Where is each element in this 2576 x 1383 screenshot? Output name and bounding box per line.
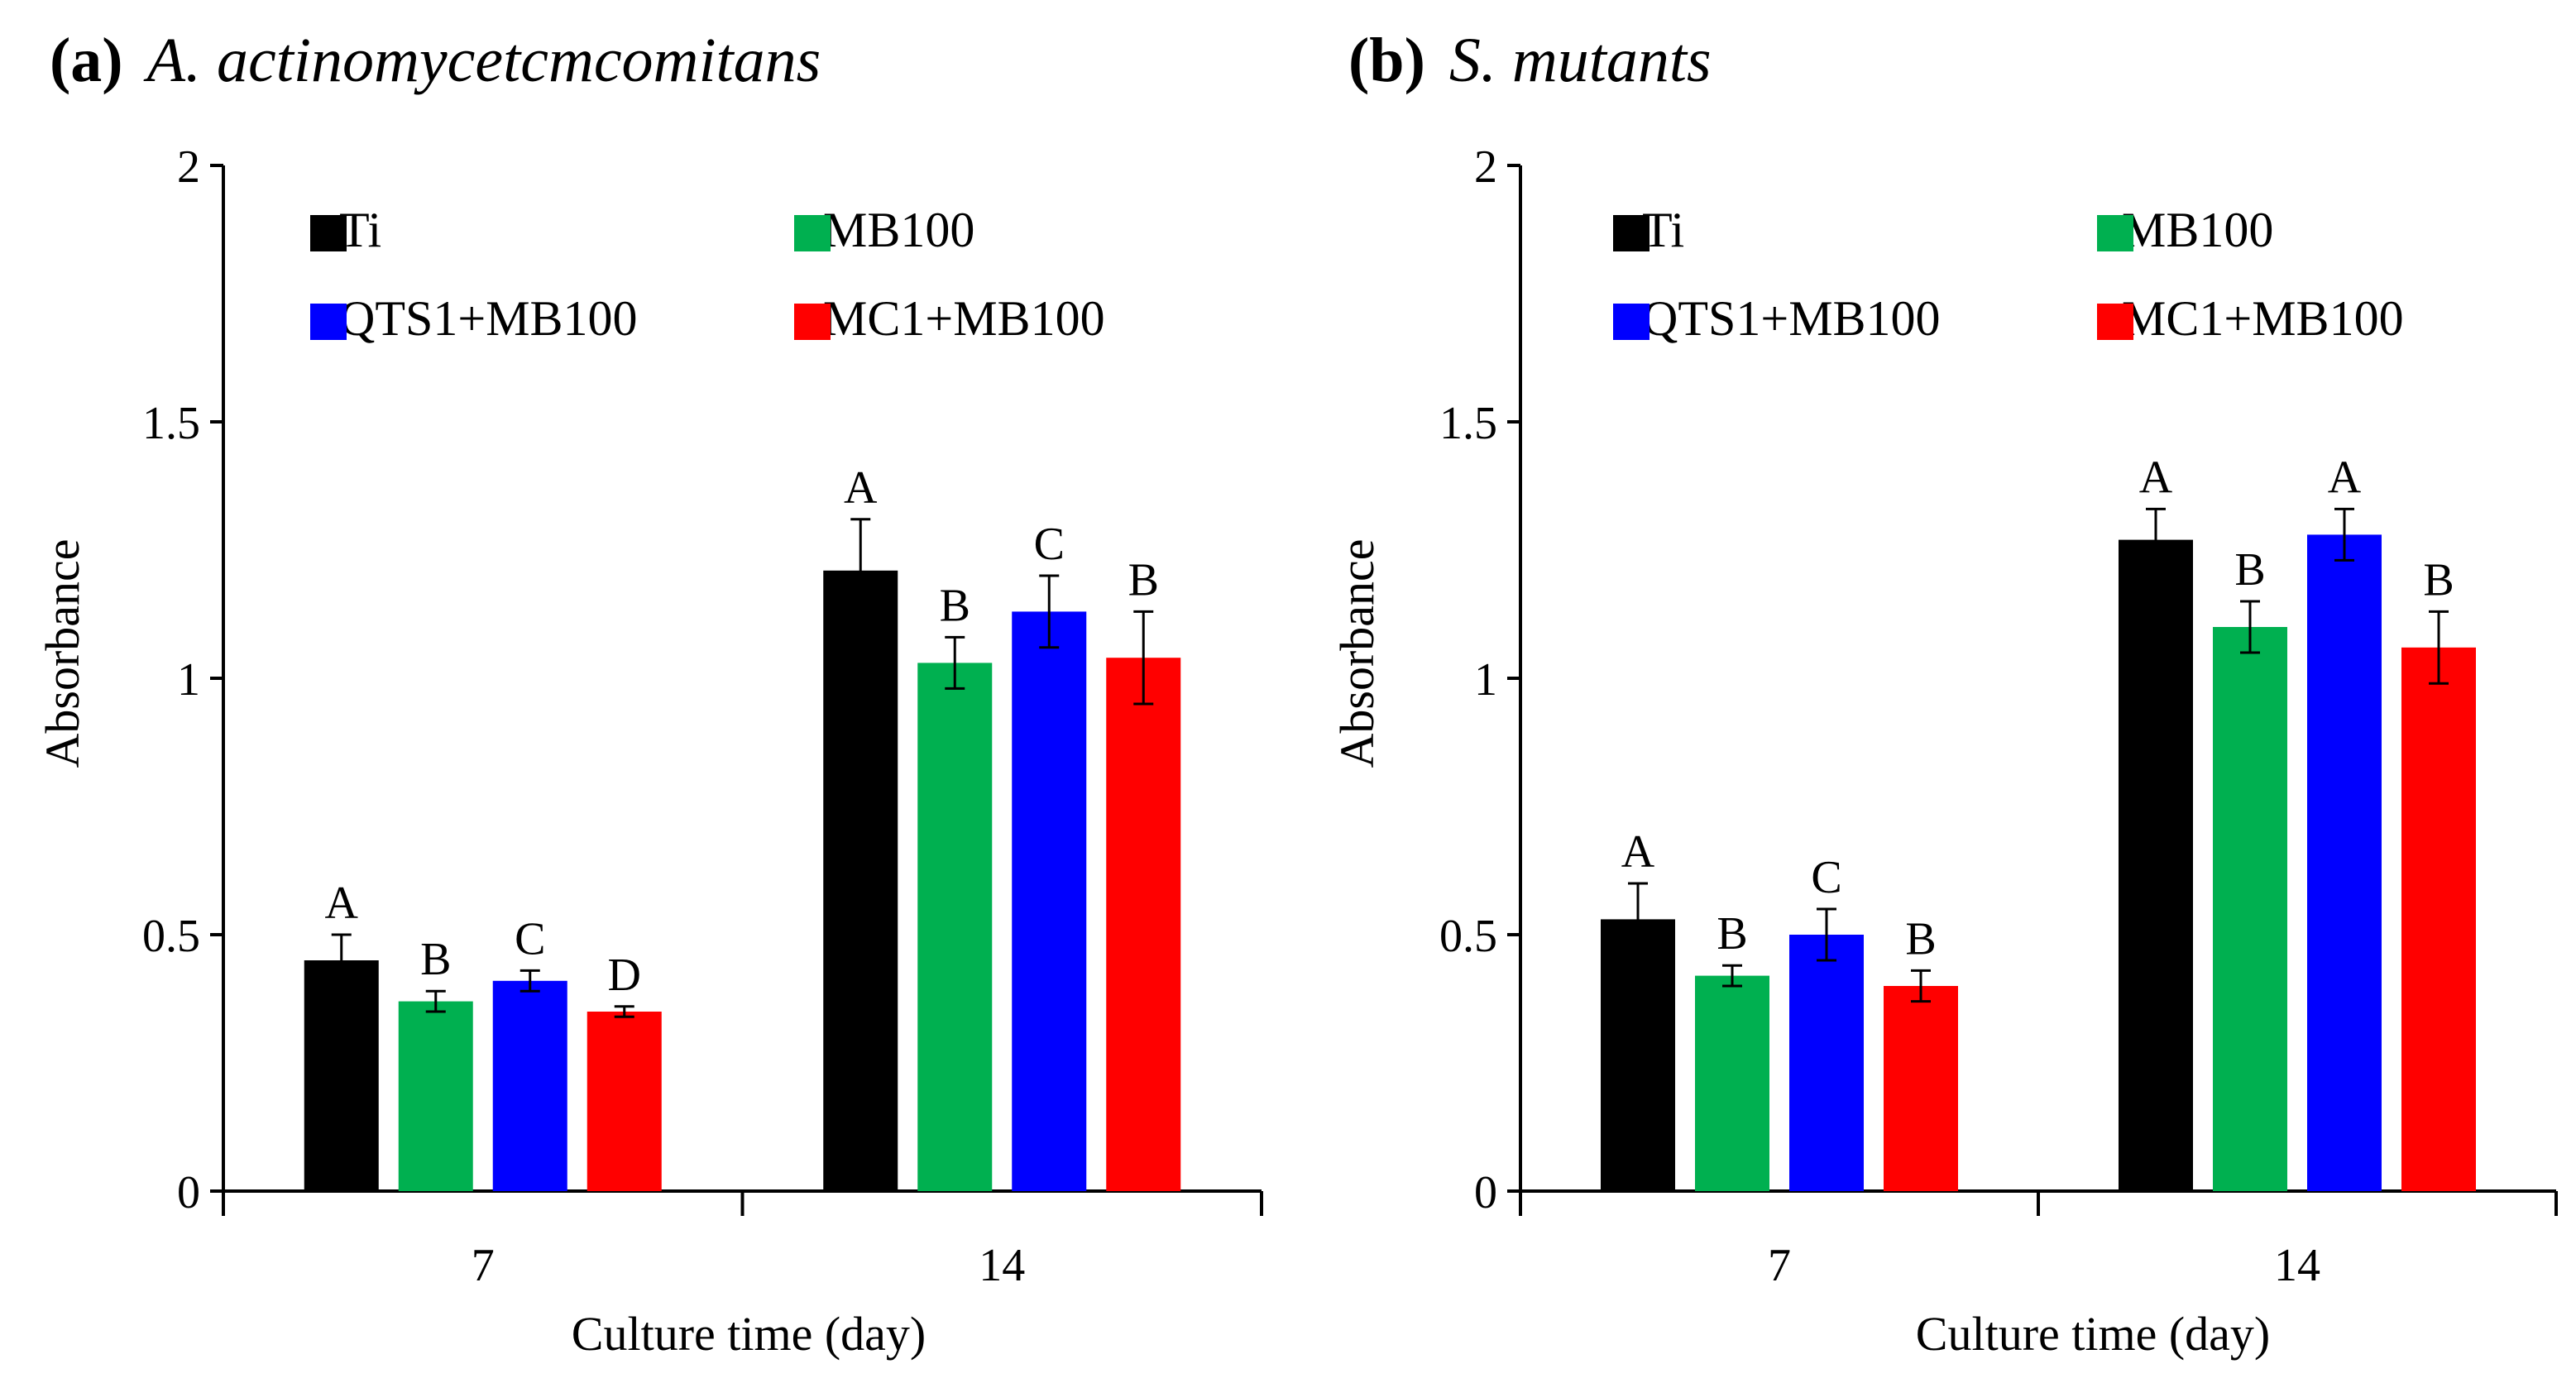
panel-a-bar: [492, 980, 567, 1191]
panel-a-significance-label: A: [325, 878, 359, 929]
panel-b-bar: [2213, 627, 2287, 1191]
panel-a-legend-label-1: MB100: [823, 203, 974, 257]
panel-a-bar: [1012, 611, 1087, 1191]
panel-a-tag: (a): [50, 26, 123, 95]
panel-a-significance-label: B: [1128, 554, 1159, 605]
panel-b-bar: [2401, 647, 2476, 1191]
panel-b-legend-swatch: [2097, 215, 2133, 251]
panel-b-y-tick-label: 0.5: [1439, 911, 1497, 962]
panel-b-y-tick-label: 1.5: [1439, 398, 1497, 449]
panel-a-bar: [304, 960, 379, 1191]
panel-b-bar: [1789, 935, 1864, 1191]
panel-a-y-tick-label: 2: [177, 141, 200, 193]
panel-b-legend-label-1: MB100: [2122, 203, 2273, 257]
panel-a-y-tick-label: 1: [177, 654, 200, 706]
panel-a-title: (a) A. actinomycetcmcomitans: [50, 26, 821, 95]
chart-panel-b: (b) S. mutants Absorbance Culture time (…: [1330, 26, 2558, 1361]
panel-a-bar: [398, 1001, 473, 1191]
panel-a-significance-label: D: [608, 950, 641, 1001]
chart-panel-a: (a) A. actinomycetcmcomitans Absorbance …: [36, 26, 1263, 1361]
panel-b-organism: S. mutants: [1449, 26, 1712, 95]
panel-b-significance-label: B: [1905, 913, 1936, 964]
panel-a-bar: [587, 1012, 662, 1191]
panel-b-bar: [2307, 534, 2382, 1191]
panel-a-legend-swatch: [310, 215, 347, 251]
panel-b-bar: [1884, 986, 1958, 1191]
panel-b-legend-swatch: [2097, 304, 2133, 340]
panel-b-significance-label: B: [2423, 554, 2454, 605]
panel-a-significance-label: B: [940, 580, 970, 631]
panel-b-significance-label: A: [1621, 826, 1655, 878]
panel-a-bar: [823, 570, 898, 1191]
panel-b-bar: [1695, 975, 1769, 1191]
panel-b-significance-label: A: [2328, 452, 2362, 503]
panel-a-bar: [917, 663, 993, 1191]
panel-b-legend-label-2: QTS1+MB100: [1642, 291, 1941, 346]
panel-a-y-tick-label: 1.5: [142, 398, 200, 449]
panel-a-significance-label: B: [420, 934, 451, 985]
panel-a-legend-swatch: [794, 215, 831, 251]
panel-b-x-tick-label: 7: [1768, 1240, 1791, 1291]
panel-a-significance-label: C: [1034, 519, 1065, 570]
panel-b-legend-swatch: [1613, 304, 1650, 340]
panel-b-significance-label: A: [2139, 452, 2173, 503]
panel-b-x-tick-label: 14: [2274, 1240, 2320, 1291]
panel-a-legend-swatch: [310, 304, 347, 340]
panel-b-legend-label-3: MC1+MB100: [2122, 291, 2404, 346]
panel-b-significance-label: C: [1811, 852, 1841, 903]
panel-a-significance-label: A: [844, 462, 878, 514]
panel-a-bar: [1106, 658, 1181, 1191]
panel-b-legend-swatch: [1613, 215, 1650, 251]
panel-b-y-axis-label: Absorbance: [1330, 538, 1384, 768]
panel-a-legend-label-2: QTS1+MB100: [339, 291, 638, 346]
panel-a-x-tick-label: 14: [979, 1240, 1025, 1291]
panel-b-x-axis-label: Culture time (day): [1916, 1307, 2270, 1361]
panel-b-significance-label: B: [2234, 544, 2265, 596]
panel-b-y-tick-label: 0: [1474, 1167, 1497, 1218]
panel-b-title: (b) S. mutants: [1348, 26, 1712, 95]
panel-b-y-tick-label: 1: [1474, 654, 1497, 706]
panel-b-bar: [2119, 539, 2193, 1191]
panel-a-significance-label: C: [515, 913, 545, 964]
panel-b-bar: [1601, 919, 1675, 1191]
panel-a-y-tick-label: 0.5: [142, 911, 200, 962]
panel-b-significance-label: B: [1717, 908, 1747, 959]
panel-a-x-axis-label: Culture time (day): [572, 1307, 926, 1361]
panel-a-y-tick-label: 0: [177, 1167, 200, 1218]
panel-a-legend-label-3: MC1+MB100: [823, 291, 1105, 346]
panel-a-x-tick-label: 7: [472, 1240, 495, 1291]
panel-b-tag: (b): [1348, 26, 1425, 95]
panel-a-legend-swatch: [794, 304, 831, 340]
panel-b-y-tick-label: 2: [1474, 141, 1497, 193]
panel-a-y-axis-label: Absorbance: [36, 538, 89, 768]
panel-a-organism: A. actinomycetcmcomitans: [143, 26, 821, 95]
